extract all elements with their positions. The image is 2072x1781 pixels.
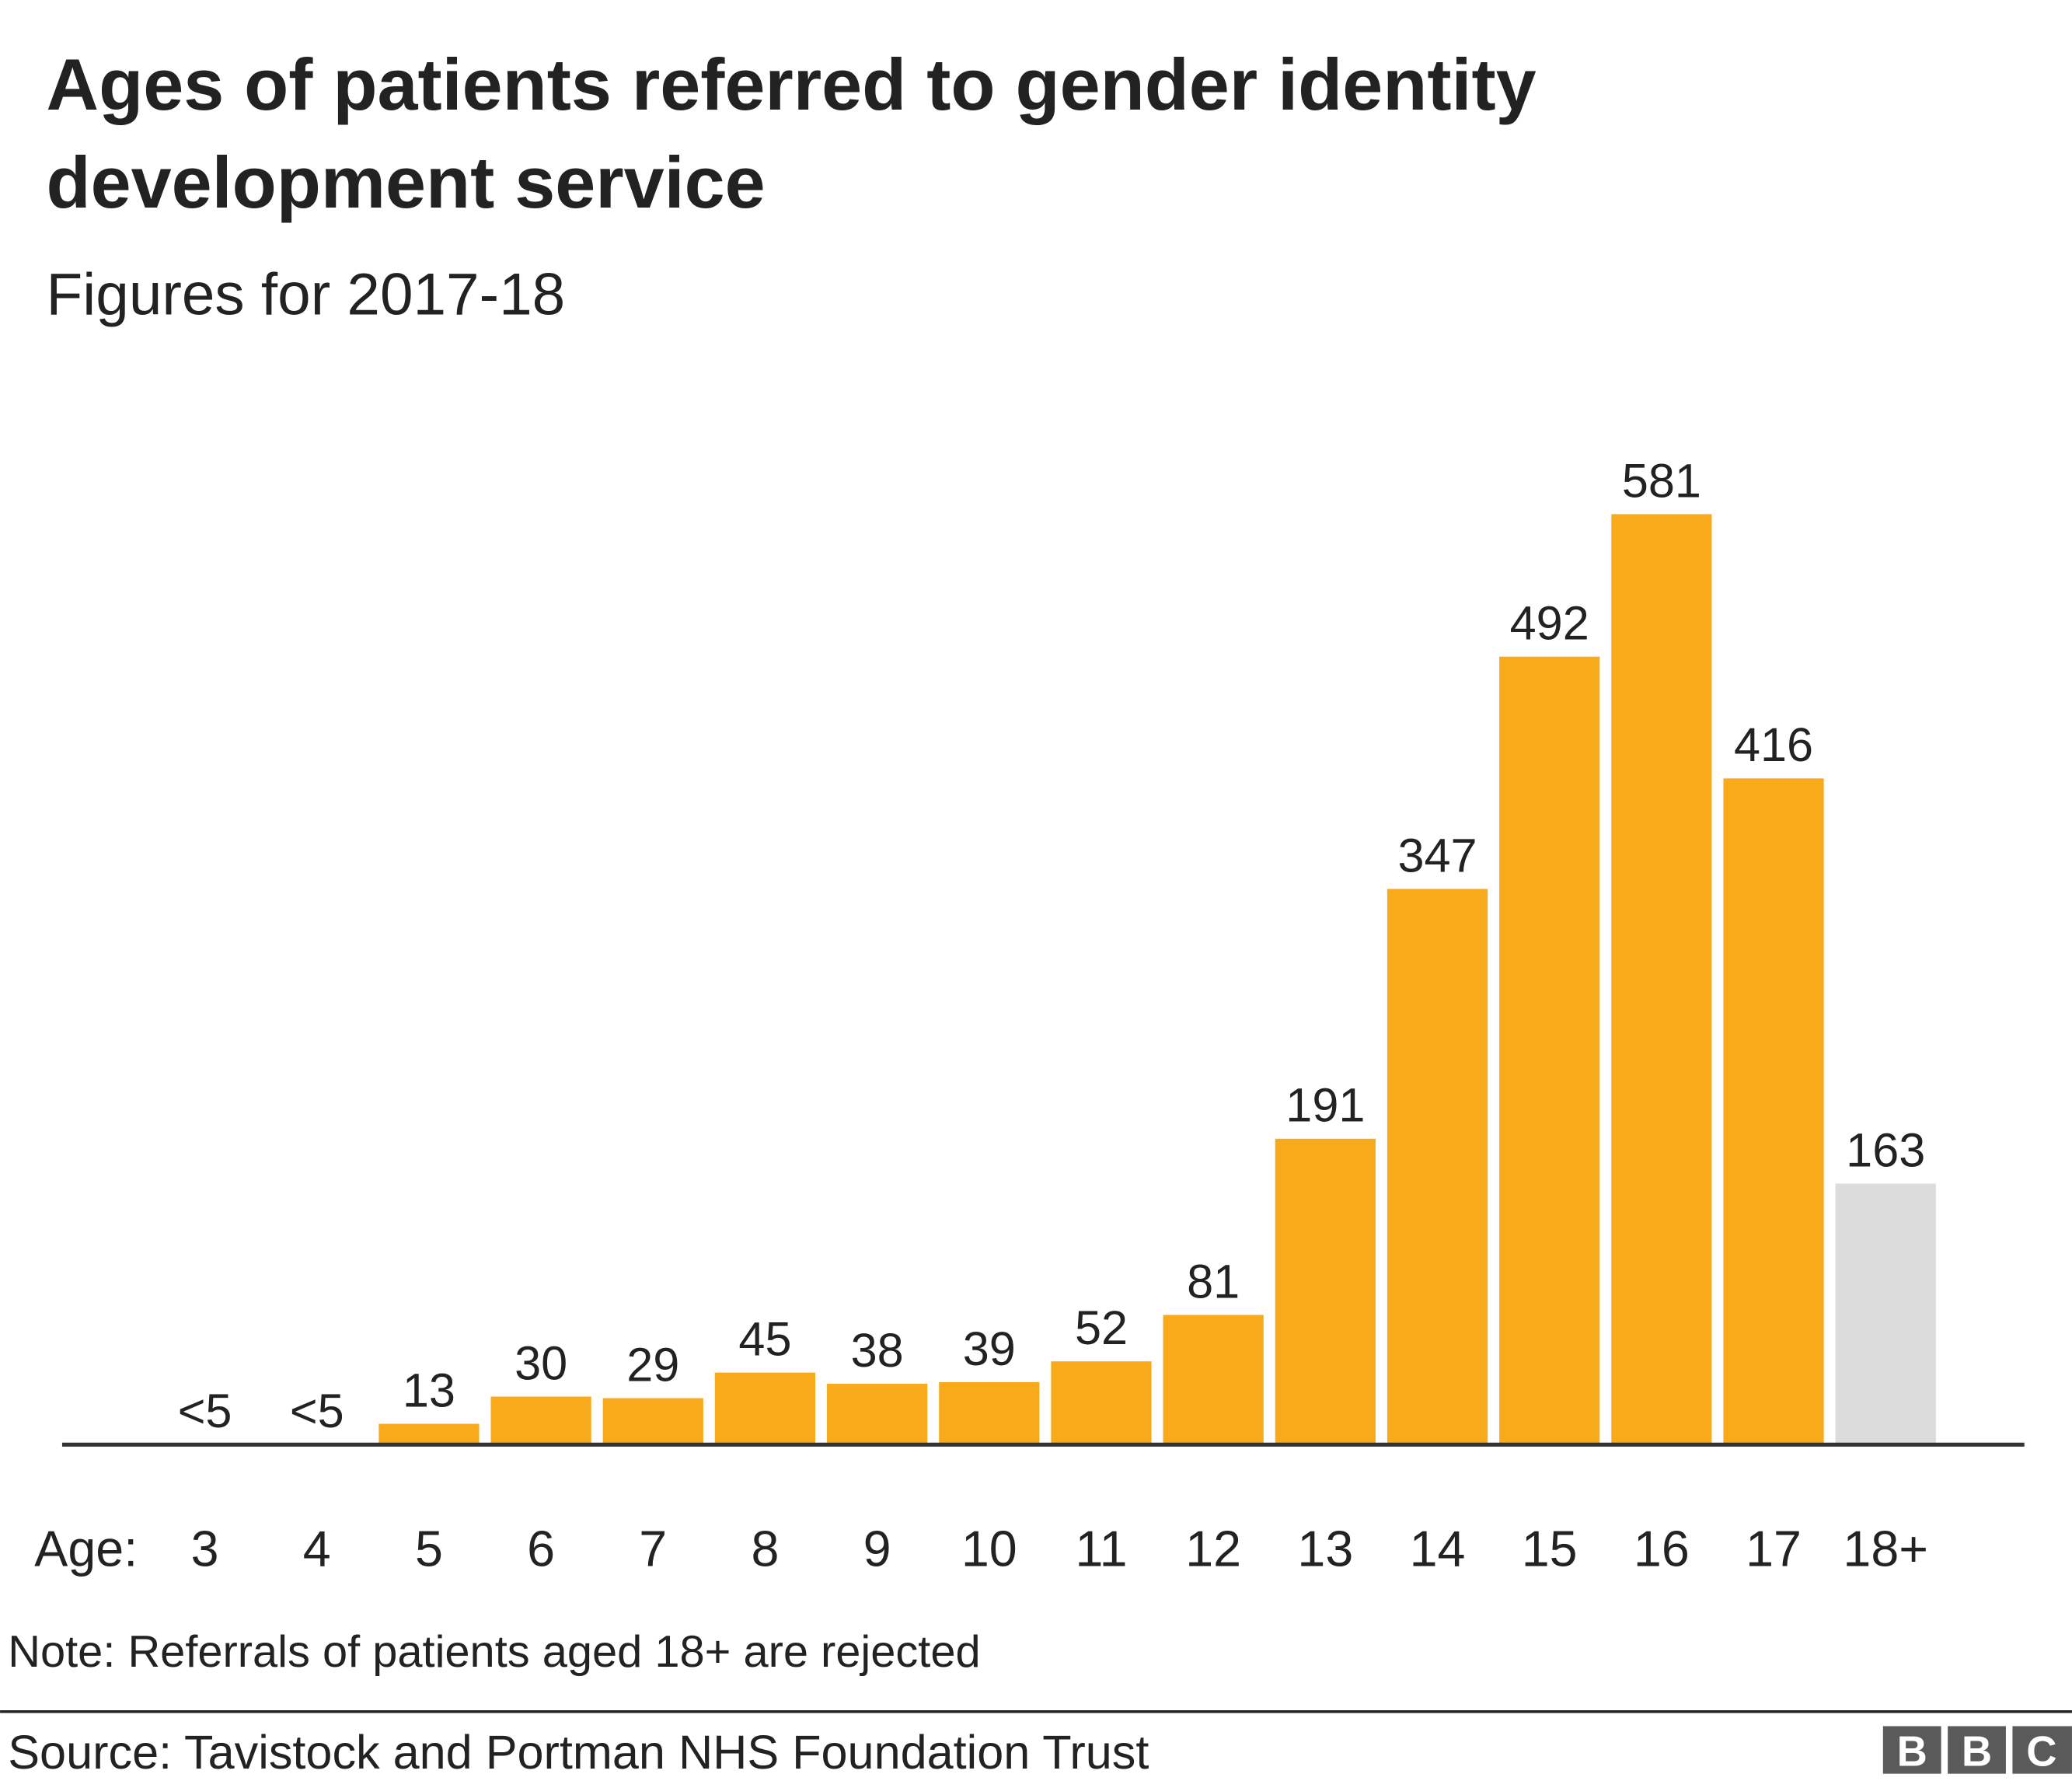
- chart-subtitle: Figures for 2017-18: [47, 262, 566, 328]
- data-label: 29: [626, 1338, 679, 1391]
- data-label: 81: [1187, 1255, 1240, 1308]
- bar: [714, 1372, 816, 1445]
- data-label: <5: [290, 1385, 344, 1437]
- data-label: 191: [1285, 1079, 1365, 1132]
- logo: B B C: [1882, 1726, 2072, 1775]
- x-tick-label: 13: [1297, 1521, 1353, 1577]
- data-label: 38: [851, 1324, 904, 1377]
- x-tick-label: 14: [1410, 1521, 1466, 1577]
- note: Note: Referrals of patients aged 18+ are…: [8, 1627, 980, 1677]
- x-tick-label: 3: [191, 1521, 219, 1577]
- x-tick-label: 9: [863, 1521, 891, 1577]
- x-tick-label: 18+: [1843, 1521, 1928, 1577]
- x-tick-label: 10: [961, 1521, 1017, 1577]
- logo-box: [1882, 1726, 1941, 1774]
- bar: [1499, 656, 1600, 1445]
- chart-title: Ages of patients referred to gender iden…: [47, 44, 1537, 125]
- x-tick-label: 6: [527, 1521, 555, 1577]
- x-tick-label: 5: [415, 1521, 443, 1577]
- x-tick-label: 15: [1522, 1521, 1578, 1577]
- bar: [1611, 514, 1712, 1445]
- bar: [1835, 1183, 1936, 1445]
- bar: [490, 1396, 591, 1445]
- data-label: 347: [1397, 829, 1477, 882]
- bar: [602, 1398, 703, 1445]
- bar: [378, 1423, 480, 1445]
- x-axis-label: Age:: [34, 1521, 138, 1577]
- bar: [939, 1381, 1040, 1445]
- logo-letter: B: [1962, 1727, 1992, 1775]
- x-tick-label: 8: [751, 1521, 779, 1577]
- x-tick-label: 16: [1634, 1521, 1690, 1577]
- x-tick-label: 17: [1746, 1521, 1802, 1577]
- x-tick-label: 7: [639, 1521, 667, 1577]
- bar: [1387, 889, 1488, 1445]
- logo-letter: C: [2026, 1727, 2056, 1775]
- data-label: 30: [515, 1336, 567, 1389]
- x-tick-label: 11: [1075, 1521, 1127, 1577]
- data-label: 45: [738, 1312, 791, 1365]
- bar: [1163, 1315, 1264, 1445]
- x-tick-label: 4: [303, 1521, 331, 1577]
- data-label: 492: [1510, 597, 1589, 650]
- logo-box: [1948, 1726, 2006, 1774]
- bar: [827, 1384, 928, 1445]
- x-tick-label: 12: [1185, 1521, 1241, 1577]
- logo-box: [2012, 1726, 2072, 1774]
- bar: [1051, 1361, 1152, 1445]
- data-label: 39: [963, 1322, 1016, 1375]
- source: Source: Tavistock and Portman NHS Founda…: [8, 1726, 1149, 1779]
- bar: [1275, 1138, 1376, 1445]
- data-label: 13: [403, 1364, 455, 1416]
- data-label: 416: [1734, 718, 1813, 771]
- bar: [1723, 778, 1824, 1445]
- data-label: 52: [1075, 1301, 1128, 1354]
- data-label: 581: [1622, 454, 1701, 507]
- data-label: <5: [178, 1385, 232, 1437]
- chart-title: development service: [47, 141, 766, 223]
- data-label: 163: [1846, 1123, 1925, 1176]
- logo-letter: B: [1897, 1727, 1927, 1775]
